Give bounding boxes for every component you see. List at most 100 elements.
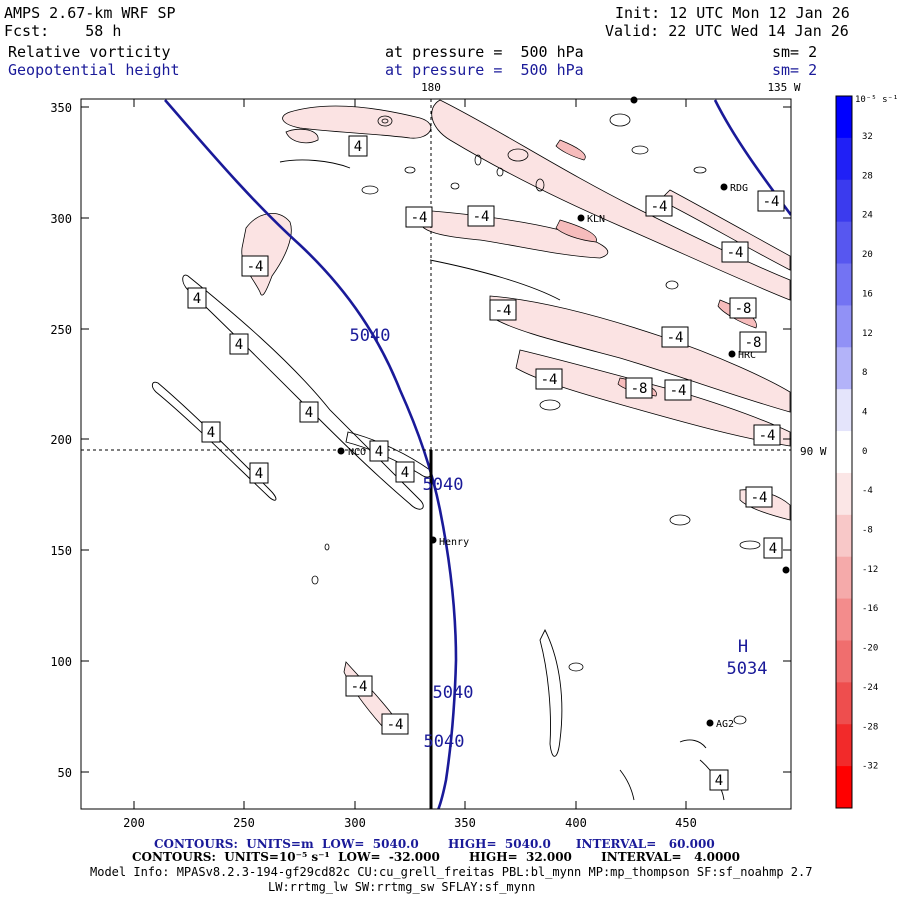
vort-band-4 (279, 159, 351, 169)
footer-model-info: Model Info: MPASv8.2.3-194-gf29cd82c CU:… (90, 865, 813, 879)
height-labels: 5040 5040 5040 5040 H 5034 (350, 326, 768, 752)
y-tick-label: 100 (50, 655, 72, 669)
field1-smoothing: sm= 2 (772, 43, 818, 61)
vort-blob (474, 154, 482, 166)
station-label: Henry (439, 537, 469, 548)
y-tick-label: 200 (50, 433, 72, 447)
colorbar-tick-label: -16 (862, 604, 878, 614)
station-marker (337, 447, 345, 455)
vort-blob (496, 167, 504, 177)
y-tick-label: 250 (50, 323, 72, 337)
colorbar-swatch (836, 514, 852, 558)
axis-ticks (81, 99, 791, 809)
colorbar-tick-label: 16 (862, 289, 873, 299)
colorbar-tick-label: 4 (862, 407, 867, 417)
colorbar-tick-label: -24 (862, 683, 878, 693)
vort-band-4 (679, 739, 707, 749)
vort-area (282, 105, 432, 139)
colorbar-tick-label: 20 (862, 250, 873, 260)
stations-layer: RDG KLN HRC NCO Henry AG2 (337, 96, 790, 730)
vort-label-box: 4 (763, 537, 783, 559)
vort-blob (631, 145, 649, 155)
vort-band-4 (182, 274, 424, 510)
svg-text:-4: -4 (727, 245, 744, 261)
svg-text:-4: -4 (387, 717, 404, 733)
svg-text:-4: -4 (473, 209, 490, 225)
y-tick-label: 350 (50, 101, 72, 115)
vort-area (285, 128, 319, 144)
colorbar-tick-label: -32 (862, 762, 878, 772)
vort-blob (609, 113, 631, 127)
station-marker (706, 719, 714, 727)
vort-core (555, 219, 597, 243)
svg-text:-4: -4 (667, 330, 684, 346)
svg-text:-4: -4 (763, 194, 780, 210)
vort-area (489, 295, 791, 413)
vort-label-box: 4 (187, 287, 207, 309)
lon-label-180: 180 (421, 81, 441, 94)
vort-label-box: -8 (729, 297, 757, 319)
svg-text:4: 4 (305, 405, 313, 421)
vort-label-box: -4 (721, 241, 749, 263)
colorbar-swatch (836, 137, 852, 181)
vort-blob (733, 715, 747, 725)
init-time: Init: 12 UTC Mon 12 Jan 26 (615, 4, 850, 22)
lon-label-135w: 135 W (767, 81, 800, 94)
colorbar-swatch (836, 724, 852, 767)
x-tick-label: 450 (675, 816, 697, 830)
height-label: 5040 (433, 683, 474, 703)
svg-text:-4: -4 (759, 428, 776, 444)
field2-pressure: at pressure = 500 hPa (385, 61, 584, 79)
svg-text:4: 4 (354, 139, 362, 155)
colorbar-tick-label: 24 (862, 211, 873, 221)
vort-blob (404, 166, 416, 174)
vort-band-4 (429, 259, 561, 301)
vort-label-box: -4 (345, 675, 373, 697)
footer-contours-height: CONTOURS: UNITS=m LOW= 5040.0 HIGH= 5040… (154, 837, 715, 851)
vort-label-box: -4 (753, 424, 781, 446)
station-label: KLN (587, 214, 605, 225)
colorbar-tick-label: -8 (862, 526, 873, 536)
footer-contours-vorticity: CONTOURS: UNITS=10⁻⁵ s⁻¹ LOW= -32.000 HI… (132, 850, 740, 864)
y-tick-label: 50 (58, 766, 72, 780)
vort-label-box: 4 (299, 401, 319, 423)
colorbar-tick-label: 28 (862, 171, 873, 181)
colorbar-swatch (836, 598, 852, 641)
vort-label-box: -4 (745, 486, 773, 508)
vort-blob (539, 399, 561, 411)
footer-physics: LW:rrtmg_lw SW:rrtmg_sw SFLAY:sf_mynn (268, 880, 536, 894)
lon-label-90w: 90 W (800, 445, 827, 458)
svg-text:-4: -4 (247, 259, 264, 275)
forecast-hour: Fcst: 58 h (4, 22, 122, 40)
colorbar-labels: 32 28 24 20 16 12 8 4 0 -4 -8 -12 -16 -20 -24 -28 -32 (862, 132, 878, 772)
y-tick-label: 300 (50, 212, 72, 226)
svg-text:-4: -4 (351, 679, 368, 695)
svg-text:4: 4 (255, 466, 263, 482)
vort-blob (568, 662, 584, 672)
svg-text:-8: -8 (735, 301, 752, 317)
height-label: 5040 (423, 475, 464, 495)
station-marker (577, 214, 585, 222)
vort-area (417, 209, 609, 259)
y-tick-label: 150 (50, 544, 72, 558)
colorbar-unit: 10⁻⁵ s⁻¹ (855, 95, 898, 105)
x-tick-label: 300 (344, 816, 366, 830)
vort-label-box: 4 (395, 461, 415, 483)
vort-blob (669, 514, 691, 526)
vorticity-fill-layer (151, 99, 791, 809)
svg-text:-4: -4 (670, 383, 687, 399)
vort-label-box: -4 (757, 190, 785, 212)
vort-label-box: -4 (645, 195, 673, 217)
vort-blob (665, 280, 679, 290)
colorbar-swatch (836, 682, 852, 725)
colorbar-tick-label: 0 (862, 447, 867, 457)
vort-area (659, 189, 791, 271)
plot-frame (80, 98, 792, 810)
svg-text:-4: -4 (495, 303, 512, 319)
station-marker (720, 183, 728, 191)
vort-label-box: -4 (381, 713, 409, 735)
vort-blob (693, 166, 707, 174)
colorbar-swatch (836, 305, 852, 348)
colorbar-swatch (836, 556, 852, 600)
